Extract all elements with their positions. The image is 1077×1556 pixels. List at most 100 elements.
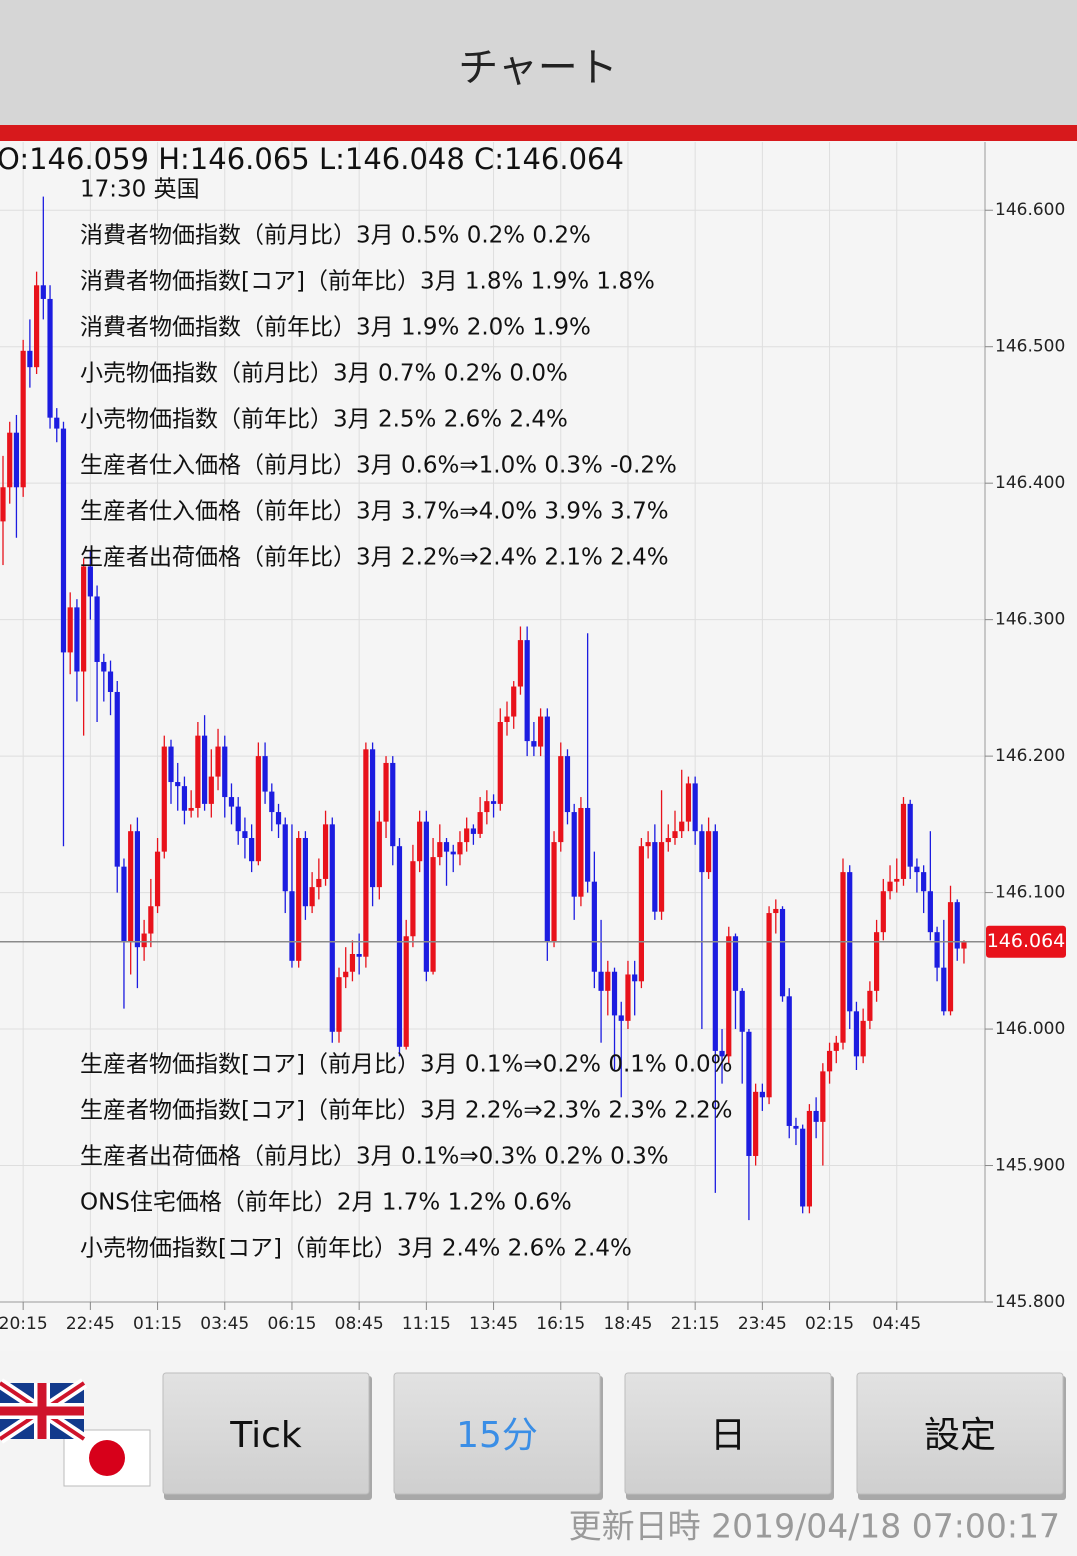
candle-body — [504, 716, 510, 722]
updated-time: 更新日時 2019/04/18 07:00:17 — [569, 1507, 1060, 1546]
candle-body — [417, 821, 423, 862]
button-label[interactable]: 日 — [710, 1415, 746, 1456]
candle-body — [605, 971, 611, 991]
candle-body — [255, 756, 261, 862]
candle-body — [941, 967, 947, 1012]
candle-body — [726, 936, 732, 1057]
candle-body — [329, 824, 335, 1032]
candle-body — [275, 812, 282, 825]
candle-body — [107, 671, 114, 692]
candle-body — [961, 941, 967, 949]
candle-body — [531, 741, 537, 747]
candle-body — [457, 842, 463, 855]
current-price-label: 146.064 — [987, 930, 1066, 952]
candle-body — [739, 990, 745, 1032]
y-tick-label: 145.900 — [995, 1156, 1065, 1176]
event-text: 生産者仕入価格（前月比）3月 0.6%⇒1.0% 0.3% -0.2% — [80, 453, 677, 479]
button-label[interactable]: Tick — [229, 1415, 302, 1456]
candle-body — [497, 722, 503, 804]
buttons: Tick 15分 日 設定 — [162, 1372, 1066, 1500]
candle-body — [732, 936, 739, 991]
candle-body — [215, 746, 221, 777]
candle-body — [202, 735, 208, 804]
button-face[interactable] — [624, 1372, 832, 1495]
y-tick-label: 146.100 — [995, 883, 1065, 903]
uk-flag — [0, 1378, 88, 1444]
button-face[interactable] — [856, 1372, 1064, 1495]
candle-body — [685, 783, 692, 822]
candle-body — [927, 891, 933, 933]
event-text: 小売物価指数（前年比）3月 2.5% 2.6% 2.4% — [80, 407, 568, 433]
candle-body — [625, 974, 631, 1021]
candle-body — [591, 881, 597, 972]
candle-body — [598, 971, 604, 991]
candle-body — [706, 831, 712, 873]
x-tick-label: 20:15 — [0, 1314, 48, 1334]
event-text: 小売物価指数（前月比）3月 0.7% 0.2% 0.0% — [80, 361, 568, 387]
event-text: 生産者出荷価格（前年比）3月 2.2%⇒2.4% 2.1% 2.4% — [80, 545, 669, 571]
candle-body — [148, 906, 154, 934]
event-text: 17:30 英国 — [80, 177, 200, 203]
candle-body — [921, 872, 927, 892]
candle-body — [269, 791, 275, 813]
candle-body — [195, 735, 201, 808]
y-tick-label: 146.300 — [995, 610, 1065, 630]
candle-body — [806, 1110, 812, 1207]
candle-body — [679, 821, 685, 832]
candle-body — [511, 686, 517, 717]
candle-body — [121, 866, 127, 942]
app-title: チャート — [458, 45, 618, 91]
y-tick-label: 146.500 — [995, 337, 1065, 357]
event-text: 消費者物価指数（前年比）3月 1.9% 2.0% 1.9% — [80, 315, 591, 341]
candle-body — [67, 607, 73, 653]
candle-body — [887, 881, 893, 892]
tab-button[interactable]: 15分 — [393, 1372, 603, 1500]
candle-body — [94, 596, 100, 662]
candle-body — [753, 1091, 759, 1156]
candle-body — [551, 842, 557, 942]
candle-body — [7, 432, 13, 488]
jp-flag-sun — [89, 1440, 125, 1476]
button-label[interactable]: 15分 — [456, 1415, 538, 1456]
x-tick-label: 08:45 — [335, 1314, 384, 1334]
candle-body — [558, 756, 564, 843]
candle-body — [74, 607, 80, 672]
candle-body — [470, 828, 476, 834]
button-label[interactable]: 設定 — [924, 1415, 996, 1456]
candle-body — [524, 640, 530, 742]
candle-body — [638, 846, 644, 982]
candle-body — [793, 1125, 799, 1129]
candle-body — [128, 831, 134, 942]
candle-body — [47, 298, 53, 418]
x-tick-label: 13:45 — [469, 1314, 518, 1334]
event-text: 消費者物価指数（前月比）3月 0.5% 0.2% 0.2% — [80, 223, 591, 249]
candle-body — [914, 866, 920, 873]
tab-button[interactable]: 設定 — [856, 1372, 1066, 1500]
candle-body — [611, 971, 618, 1016]
candle-body — [161, 746, 167, 852]
tab-button[interactable]: Tick — [162, 1372, 372, 1500]
button-face[interactable] — [162, 1372, 370, 1495]
candle-body — [262, 756, 268, 792]
event-text: 生産者仕入価格（前年比）3月 3.7%⇒4.0% 3.9% 3.7% — [80, 499, 669, 525]
ohlc-text: O:146.059 H:146.065 L:146.048 C:146.064 — [0, 142, 624, 176]
candle-body — [907, 803, 913, 867]
candle-body — [114, 691, 120, 867]
button-face[interactable] — [393, 1372, 601, 1495]
y-tick-label: 146.400 — [995, 473, 1065, 493]
x-tick-label: 11:15 — [402, 1314, 451, 1334]
event-text: ONS住宅価格（前年比）2月 1.7% 1.2% 0.6% — [80, 1190, 572, 1216]
tab-button[interactable]: 日 — [624, 1372, 834, 1500]
candle-body — [826, 1050, 833, 1072]
candle-body — [390, 762, 396, 847]
candle-body — [175, 782, 181, 787]
candle-body — [376, 821, 382, 888]
candle-body — [786, 996, 792, 1126]
candle-body — [13, 432, 20, 488]
y-tick-label: 146.200 — [995, 746, 1065, 766]
candle-body — [242, 831, 248, 838]
candle-body — [349, 954, 356, 972]
axis: 145.800 145.900 146.000 146.100 146.200 146.3… — [0, 200, 1066, 1334]
candle-body — [880, 891, 886, 933]
